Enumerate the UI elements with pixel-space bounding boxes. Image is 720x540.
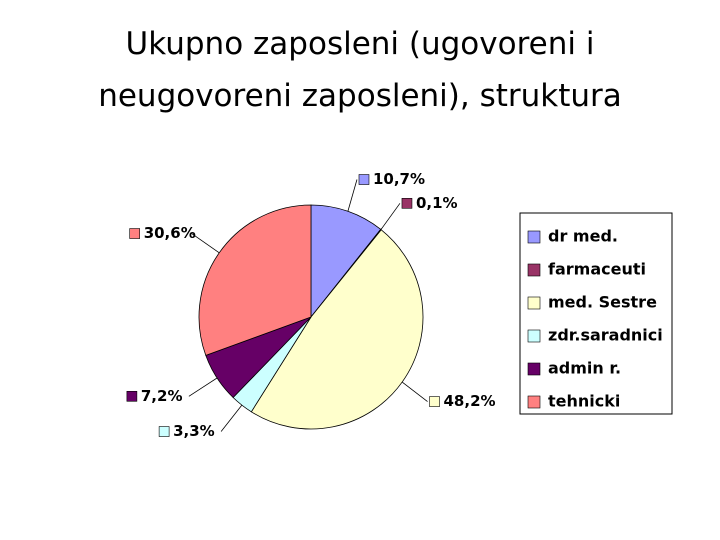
legend-label: zdr.saradnici: [548, 326, 663, 345]
label-swatch: [429, 396, 440, 407]
legend-label: tehnicki: [548, 392, 620, 411]
legend-label: farmaceuti: [548, 260, 646, 279]
data-label: 0,1%: [416, 194, 458, 212]
data-label: 7,2%: [141, 387, 183, 405]
data-label: 3,3%: [173, 422, 215, 440]
leader-line: [347, 179, 358, 212]
legend-label: admin r.: [548, 359, 621, 378]
label-swatch: [358, 174, 370, 185]
legend-swatch: [527, 362, 541, 376]
label-swatch: [126, 390, 138, 402]
pie-slice: [198, 204, 312, 356]
legend-label: dr med.: [548, 227, 618, 246]
legend-box: [519, 212, 673, 415]
legend-swatch: [527, 230, 541, 244]
pie-slice: [310, 204, 382, 319]
data-label: 10,7%: [373, 170, 425, 188]
leader-line: [188, 377, 218, 397]
legend-swatch: [527, 296, 541, 310]
label-swatch: [401, 198, 413, 209]
legend-swatch: [527, 329, 541, 343]
label-swatch: [129, 228, 140, 239]
label-swatch: [158, 426, 170, 437]
leader-line: [191, 233, 220, 254]
pie-slice: [250, 229, 424, 430]
leader-line: [401, 381, 428, 402]
legend-swatch: [527, 395, 541, 409]
leader-line: [220, 404, 243, 432]
chart-title: Ukupno zaposleni (ugovoreni i neugovoren…: [98, 26, 622, 114]
data-label: 48,2%: [444, 392, 496, 410]
legend-swatch: [527, 263, 541, 277]
legend-label: med. Sestre: [548, 293, 657, 312]
leader-line: [380, 203, 401, 230]
data-label: 30,6%: [144, 224, 196, 242]
